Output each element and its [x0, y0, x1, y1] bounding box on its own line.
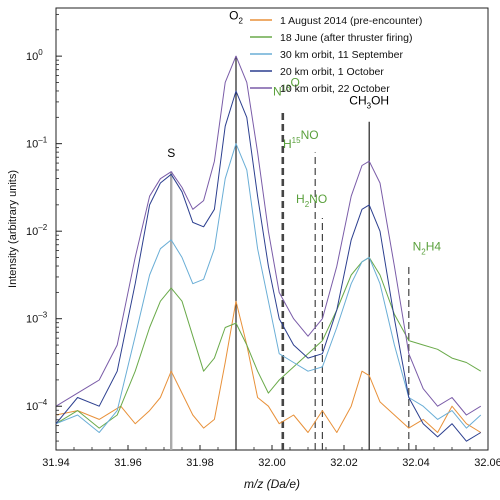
y-tick-label-2: 10–2: [26, 223, 48, 238]
series-line-2: [55, 143, 482, 433]
species-rest-3: NO: [301, 128, 319, 142]
species-base-4: H: [296, 192, 305, 206]
reference-lines: [169, 56, 410, 450]
species-label-2: N18O: [273, 76, 300, 99]
species-base-2: N: [273, 85, 282, 99]
y-axis-label: Intensity (arbitrary units): [7, 170, 19, 288]
species-sub-5: 3: [367, 101, 372, 110]
species-label-5: CH3OH: [349, 93, 389, 110]
y-tick-label-4: 100: [26, 48, 43, 63]
species-label-4: H2NO: [296, 192, 327, 209]
x-tick-label-3: 32.00: [258, 457, 286, 469]
legend-label-1: 18 June (after thruster firing): [280, 32, 412, 44]
y-axis: 10–4 10–3 10–2 10–1 100: [26, 13, 62, 442]
series-lines: [55, 55, 482, 442]
plot-frame: [55, 7, 489, 451]
y-tick-exponent-0: –4: [38, 398, 47, 407]
legend-label-2: 30 km orbit, 11 September: [280, 49, 403, 61]
x-axis: 31.94 31.96 31.98 32.00 32.02 32.04 32.06: [42, 445, 500, 469]
species-rest-2: O: [291, 76, 300, 90]
species-label-1: O2: [229, 8, 243, 25]
x-axis-label: m/z (Da/e): [244, 477, 300, 491]
species-sup-3: 15: [292, 136, 301, 145]
species-rest-4: NO: [309, 192, 327, 206]
y-tick-label-0: 10–4: [26, 398, 48, 413]
series-line-3: [55, 90, 482, 442]
species-sub-1: 2: [238, 16, 243, 25]
species-sub-6: 2: [421, 247, 426, 256]
x-tick-label-5: 32.04: [402, 457, 430, 469]
x-tick-label-0: 31.94: [42, 457, 70, 469]
series-line-4: [55, 55, 482, 416]
species-base-6: N: [413, 239, 422, 253]
y-tick-exponent-4: 0: [38, 48, 43, 57]
legend-label-3: 20 km orbit, 1 October: [280, 66, 384, 78]
legend-label-0: 1 August 2014 (pre-encounter): [280, 15, 422, 27]
series-line-0: [55, 300, 482, 433]
legend-label-4: 10 km orbit, 22 October: [280, 83, 390, 95]
species-base-3: H: [283, 137, 292, 151]
y-tick-label-3: 10–1: [26, 136, 48, 151]
x-tick-label-1: 31.96: [114, 457, 142, 469]
species-rest-6: H4: [426, 239, 442, 253]
y-tick-label-1: 10–3: [26, 311, 48, 326]
species-rest-5: OH: [371, 93, 389, 107]
series-line-1: [55, 256, 482, 429]
x-tick-label-4: 32.02: [330, 457, 358, 469]
y-tick-exponent-1: –3: [38, 311, 47, 320]
species-base-0: S: [167, 146, 175, 160]
y-tick-exponent-3: –1: [38, 136, 47, 145]
species-base-5: CH: [349, 93, 366, 107]
x-tick-label-2: 31.98: [186, 457, 214, 469]
species-label-0: S: [167, 146, 175, 160]
legend: 1 August 2014 (pre-encounter) 18 June (af…: [250, 15, 422, 95]
species-label-3: H15NO: [283, 128, 319, 151]
x-tick-label-6: 32.06: [474, 457, 500, 469]
species-sup-2: 18: [282, 84, 291, 93]
species-base-1: O: [229, 8, 238, 22]
species-label-6: N2H4: [413, 239, 442, 256]
y-tick-exponent-2: –2: [38, 223, 47, 232]
species-sub-4: 2: [305, 200, 310, 209]
